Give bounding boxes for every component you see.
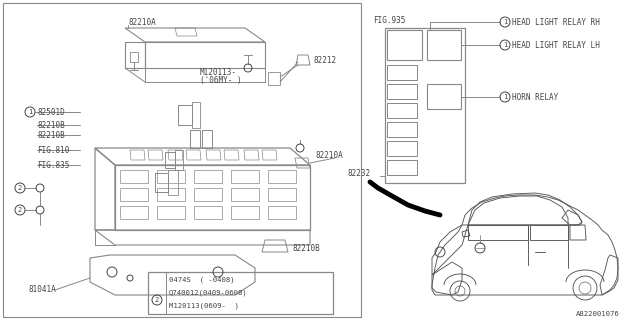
Text: ('06MY- ): ('06MY- ) [200,76,242,84]
Bar [387,141,417,156]
Text: HORN RELAY: HORN RELAY [512,92,558,101]
Text: 2: 2 [155,297,159,303]
Text: A822001076: A822001076 [576,311,620,317]
Bar [268,188,296,201]
Text: 1: 1 [28,109,32,115]
Bar [387,122,417,137]
Bar [268,206,296,219]
Text: 2: 2 [18,207,22,213]
Bar [157,188,185,201]
Text: Q740012(0409-0608): Q740012(0409-0608) [169,290,248,296]
Text: 1: 1 [503,19,507,25]
Bar [194,206,222,219]
Text: 1: 1 [503,42,507,48]
Bar [148,272,333,314]
Bar [427,84,461,109]
Bar [387,30,422,60]
Bar [231,170,259,183]
Text: M120113-: M120113- [200,68,237,76]
Bar [3,3,361,317]
Bar [231,188,259,201]
Text: 82210B: 82210B [292,244,320,252]
Text: FIG.935: FIG.935 [373,15,405,25]
Bar [231,206,259,219]
Text: 0474S  ( -0408): 0474S ( -0408) [169,277,235,283]
Text: 2: 2 [18,185,22,191]
Text: 82232: 82232 [347,169,370,178]
Bar [387,84,417,99]
Bar [194,170,222,183]
Text: HEAD LIGHT RELAY RH: HEAD LIGHT RELAY RH [512,18,600,27]
Text: 81041A: 81041A [28,285,56,294]
Bar [120,206,148,219]
Text: FIG.810: FIG.810 [37,146,69,155]
Bar [120,188,148,201]
Bar [120,170,148,183]
Text: HEAD LIGHT RELAY LH: HEAD LIGHT RELAY LH [512,41,600,50]
Text: 82501D: 82501D [37,108,65,116]
Bar [427,30,461,60]
Text: 82210A: 82210A [315,150,343,159]
Bar [387,103,417,118]
Bar [157,206,185,219]
Text: 82210A: 82210A [128,18,156,27]
Text: FIG.835: FIG.835 [37,161,69,170]
Text: 82212: 82212 [313,55,336,65]
Bar [157,170,185,183]
Bar [385,28,465,183]
Bar [194,188,222,201]
Bar [268,170,296,183]
Text: 1: 1 [503,94,507,100]
Bar [387,160,417,175]
Text: 82210B: 82210B [37,131,65,140]
Bar [387,65,417,80]
Text: 82210B: 82210B [37,121,65,130]
Text: M120113(0609-  ): M120113(0609- ) [169,303,239,309]
